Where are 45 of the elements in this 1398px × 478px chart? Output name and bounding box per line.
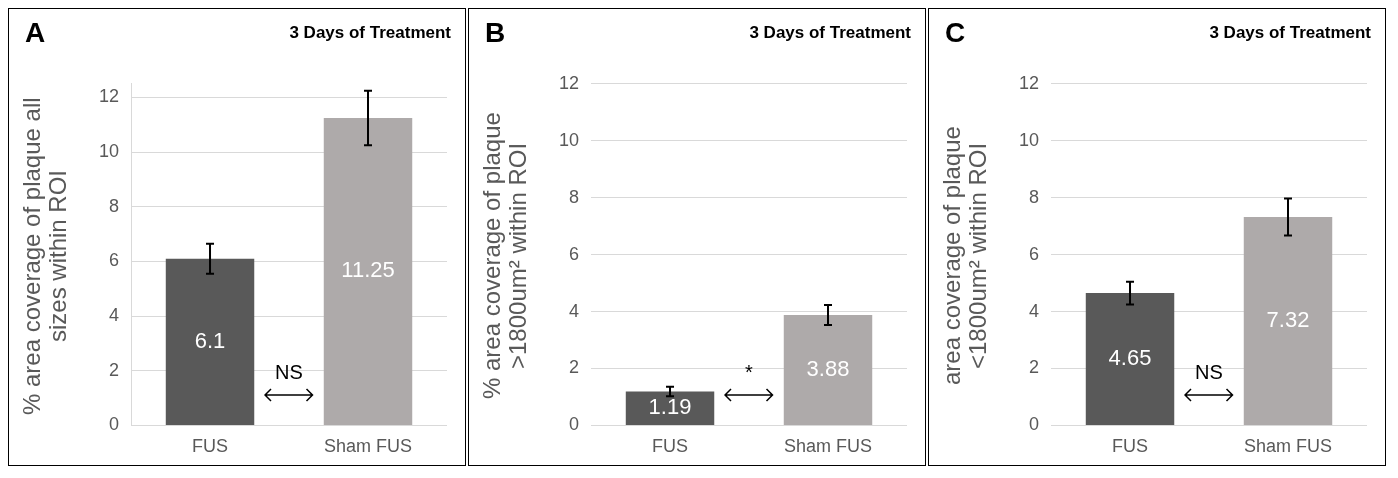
y-tick-label: 0: [569, 414, 580, 435]
y-axis-title: area coverage of plaque <1800um² within ROI: [938, 125, 993, 388]
annotation: *: [744, 361, 754, 385]
y-tick-label: 12: [558, 72, 580, 93]
y-tick-label: 6: [569, 243, 580, 264]
data-label: 7.32: [1266, 307, 1310, 333]
text: A: [25, 17, 46, 49]
chart-title: 3 Days of Treatment: [1209, 23, 1371, 43]
x-tick-label: FUS: [1112, 436, 1149, 457]
y-tick-label: 6: [109, 250, 120, 271]
annotation: NS: [1194, 361, 1224, 385]
y-tick-label: 8: [569, 186, 580, 207]
data-label: 4.65: [1108, 345, 1152, 371]
y-tick-label: 10: [98, 141, 120, 162]
annotation: NS: [274, 361, 304, 385]
text: B: [485, 17, 506, 49]
x-tick-label: Sham FUS: [783, 436, 873, 457]
x-tick-label: FUS: [652, 436, 689, 457]
y-tick-label: 0: [1029, 414, 1040, 435]
y-tick-label: 2: [1029, 357, 1040, 378]
data-label: 6.1: [194, 327, 226, 353]
data-label: 11.25: [341, 257, 395, 283]
y-axis-title: % area coverage of plaque all sizes within ROI: [18, 96, 73, 417]
y-tick-label: 6: [1029, 243, 1040, 264]
y-tick-label: 4: [569, 300, 580, 321]
chart-title: 3 Days of Treatment: [749, 23, 911, 43]
x-tick-label: FUS: [192, 436, 229, 457]
y-tick-label: 12: [98, 86, 120, 107]
y-tick-label: 10: [1018, 129, 1040, 150]
data-label: 3.88: [806, 355, 850, 381]
y-tick-label: 2: [569, 357, 580, 378]
y-tick-label: 4: [1029, 300, 1040, 321]
y-tick-label: 2: [109, 359, 120, 380]
text: C: [945, 17, 966, 49]
x-tick-label: Sham FUS: [323, 436, 413, 457]
y-tick-label: 4: [109, 305, 120, 326]
y-axis-title: % area coverage of plaque >1800um² within ROI: [478, 111, 533, 402]
x-tick-label: Sham FUS: [1243, 436, 1333, 457]
y-tick-label: 0: [109, 414, 120, 435]
data-label: 1.19: [648, 394, 692, 420]
y-tick-label: 8: [109, 195, 120, 216]
chart-title: 3 Days of Treatment: [289, 23, 451, 43]
y-tick-label: 12: [1018, 72, 1040, 93]
y-tick-label: 10: [558, 129, 580, 150]
y-tick-label: 8: [1029, 186, 1040, 207]
